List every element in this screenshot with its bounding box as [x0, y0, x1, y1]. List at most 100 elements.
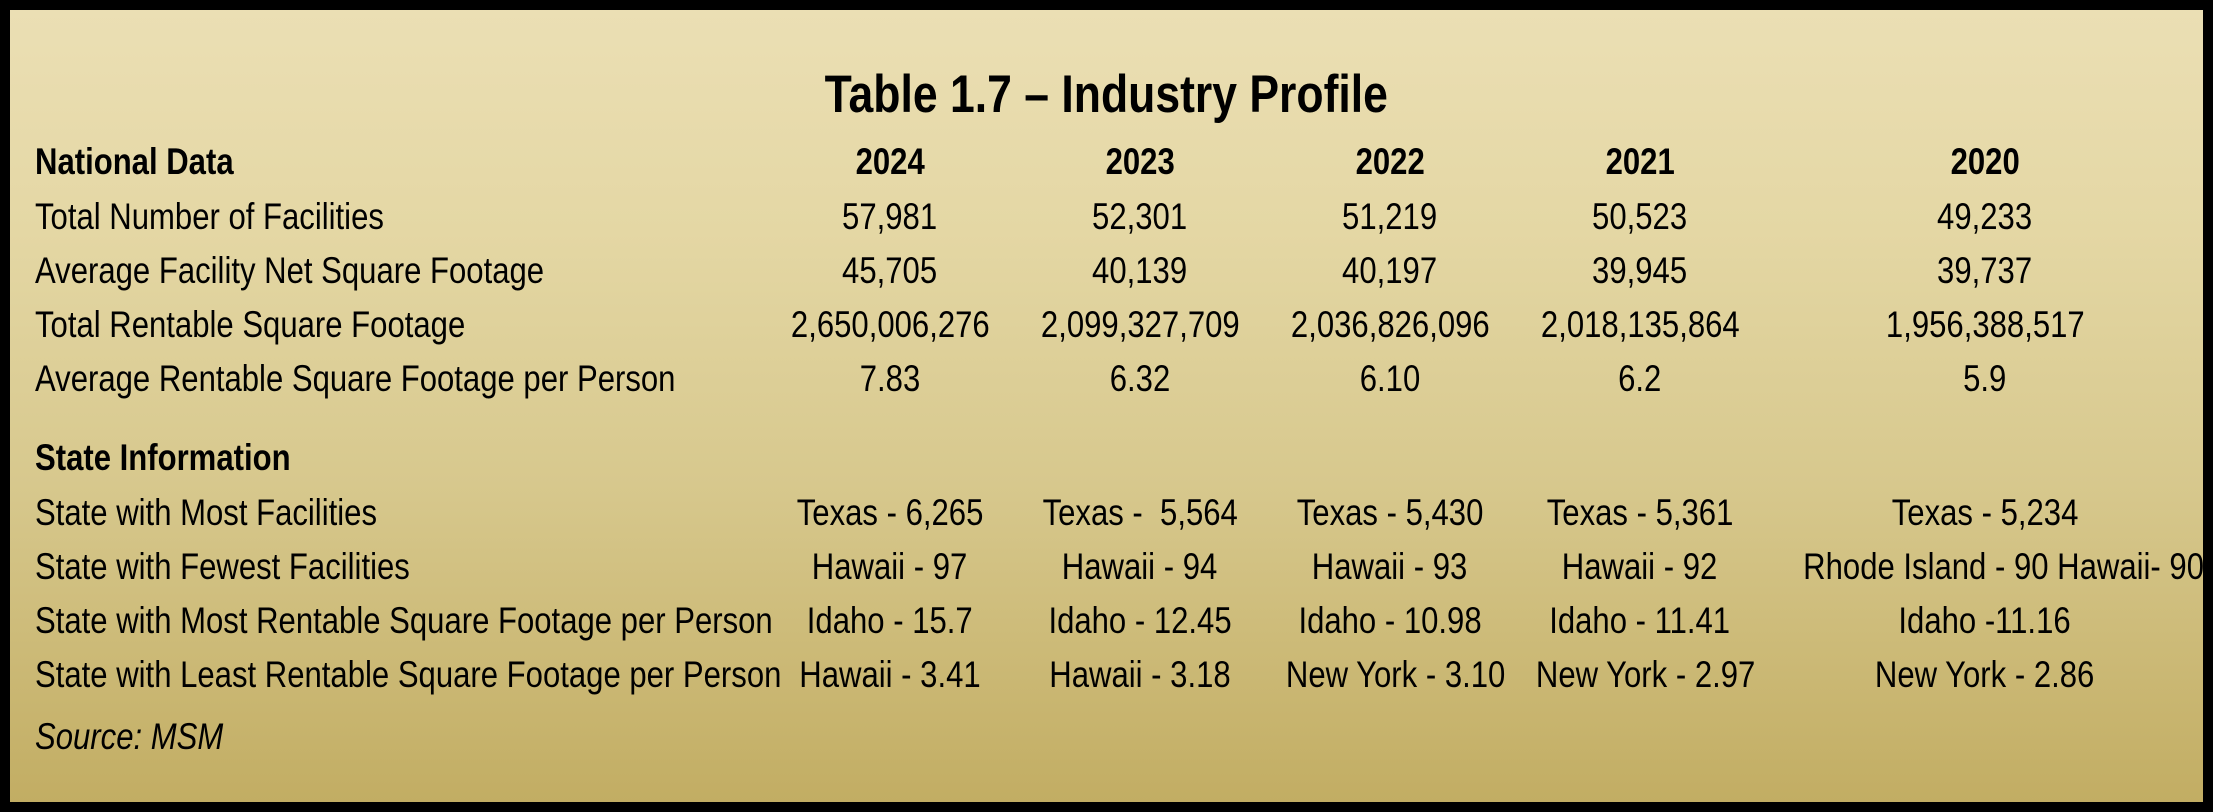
year-column-header-2021-text: 2021 — [1605, 141, 1675, 183]
cell-value-text: Idaho - 15.7 — [807, 599, 973, 641]
row-label: Average Facility Net Square Footage — [35, 250, 765, 292]
cell-value: Rhode Island - 90 Hawaii- 90 — [1765, 545, 2204, 588]
row-label: Total Rentable Square Footage — [35, 304, 765, 346]
cell-value-text: Texas - 5,430 — [1296, 491, 1484, 533]
cell-value: Hawaii - 92 — [1515, 546, 1765, 588]
cell-value-text: Rhode Island - 90 Hawaii- 90 — [1803, 545, 2204, 587]
cell-value-text: 39,737 — [1937, 249, 2033, 291]
cell-value-text: 2,099,327,709 — [1040, 303, 1240, 345]
cell-value: New York - 2.97 — [1515, 654, 1765, 696]
cell-value: 6.10 — [1265, 358, 1515, 400]
cell-value-text: 49,233 — [1937, 195, 2033, 237]
table-row: Total Number of Facilities 57,981 52,301… — [35, 190, 2203, 244]
row-label-text: Total Rentable Square Footage — [35, 303, 466, 345]
cell-value-text: Hawaii - 94 — [1062, 545, 1218, 587]
section-header-state-information-text: State Information — [35, 437, 291, 479]
cell-value: 45,705 — [765, 250, 1015, 292]
cell-value: 1,956,388,517 — [1765, 304, 2203, 346]
cell-value-text: Idaho - 12.45 — [1048, 599, 1232, 641]
cell-value-text: 2,650,006,276 — [790, 303, 990, 345]
table-title-text: Table 1.7 – Industry Profile — [824, 65, 1389, 124]
cell-value-text: Hawaii - 92 — [1562, 545, 1718, 587]
row-label-text: Average Rentable Square Footage per Pers… — [35, 357, 676, 399]
cell-value-text: Hawaii - 93 — [1312, 545, 1468, 587]
cell-value: Idaho - 15.7 — [765, 600, 1015, 642]
cell-value: Texas - 6,265 — [765, 492, 1015, 534]
cell-value-text: 39,945 — [1592, 249, 1688, 291]
cell-value-text: 2,036,826,096 — [1290, 303, 1490, 345]
cell-value: 50,523 — [1515, 196, 1765, 238]
row-label-text: State with Least Rentable Square Footage… — [35, 653, 782, 695]
year-column-header-2021: 2021 — [1515, 141, 1765, 183]
row-label: State with Most Rentable Square Footage … — [35, 600, 773, 642]
year-column-header-2022: 2022 — [1265, 141, 1515, 183]
cell-value-text: Idaho - 10.98 — [1298, 599, 1482, 641]
cell-value: 6.32 — [1015, 358, 1265, 400]
cell-value-text: Hawaii - 97 — [812, 545, 968, 587]
cell-value-text: 6.2 — [1618, 357, 1662, 399]
year-column-header-2022-text: 2022 — [1355, 141, 1425, 183]
cell-value-text: 6.10 — [1359, 357, 1421, 399]
cell-value: Hawaii - 97 — [765, 546, 1015, 588]
year-column-header-2023-text: 2023 — [1105, 141, 1175, 183]
table-row: State with Fewest Facilities Hawaii - 97… — [35, 540, 2203, 594]
cell-value: 57,981 — [765, 196, 1015, 238]
cell-value: Hawaii - 3.41 — [765, 654, 1015, 696]
cell-value-text: Texas - 5,564 — [1042, 491, 1238, 533]
cell-value: New York - 3.10 — [1265, 654, 1515, 696]
cell-value: 39,737 — [1765, 249, 2203, 292]
cell-value: 39,945 — [1515, 250, 1765, 292]
row-label-text: Average Facility Net Square Footage — [35, 249, 545, 291]
cell-value-text: Texas - 6,265 — [796, 491, 984, 533]
cell-value-text: 50,523 — [1592, 195, 1688, 237]
cell-value-text: 2,018,135,864 — [1540, 303, 1740, 345]
cell-value-text: New York - 2.86 — [1875, 653, 2095, 695]
cell-value-text: 57,981 — [842, 195, 938, 237]
source-row: Source: MSM — [35, 710, 2203, 764]
table-row: State with Least Rentable Square Footage… — [35, 648, 2203, 702]
cell-value-text: 40,139 — [1092, 249, 1188, 291]
table-header-row: National Data 2024 2023 2022 2021 2020 — [35, 135, 2203, 190]
cell-value-text: Idaho - 11.41 — [1549, 599, 1731, 641]
table-row: Average Facility Net Square Footage 45,7… — [35, 244, 2203, 298]
year-column-header-2024-text: 2024 — [855, 141, 925, 183]
cell-value: Idaho - 12.45 — [1015, 600, 1265, 642]
cell-value: 2,036,826,096 — [1265, 304, 1515, 346]
table-row: State with Most Facilities Texas - 6,265… — [35, 486, 2203, 540]
cell-value: New York - 2.86 — [1765, 653, 2203, 696]
year-column-header-2020: 2020 — [1765, 141, 2203, 183]
section-header-state-information: State Information — [35, 437, 765, 479]
cell-value-text: Texas - 5,234 — [1891, 491, 2079, 533]
source-note: Source: MSM — [35, 716, 765, 758]
cell-value: Texas - 5,234 — [1765, 491, 2203, 534]
cell-value: 49,233 — [1765, 195, 2203, 238]
source-note-text: Source: MSM — [35, 715, 224, 757]
cell-value-text: 45,705 — [842, 249, 938, 291]
table-title: Table 1.7 – Industry Profile — [10, 65, 2203, 126]
cell-value-text: 7.83 — [859, 357, 921, 399]
cell-value: Texas - 5,430 — [1265, 492, 1515, 534]
cell-value-text: Idaho -11.16 — [1898, 599, 2072, 641]
cell-value-text: New York - 3.10 — [1285, 653, 1506, 695]
row-label-text: Total Number of Facilities — [35, 195, 384, 237]
cell-value: Idaho - 11.41 — [1515, 600, 1765, 642]
cell-value-text: 5.9 — [1963, 357, 2007, 399]
cell-value: Texas - 5,564 — [1015, 492, 1265, 534]
year-column-header-2020-text: 2020 — [1950, 141, 2020, 183]
cell-value: 40,139 — [1015, 250, 1265, 292]
year-column-header-2023: 2023 — [1015, 141, 1265, 183]
row-label: State with Most Facilities — [35, 492, 765, 534]
cell-value-text: 52,301 — [1092, 195, 1188, 237]
cell-value: 5.9 — [1765, 357, 2203, 400]
cell-value: Hawaii - 94 — [1015, 546, 1265, 588]
table-row: Total Rentable Square Footage 2,650,006,… — [35, 298, 2203, 352]
row-label: State with Fewest Facilities — [35, 546, 765, 588]
cell-value-text: 40,197 — [1342, 249, 1438, 291]
section-header-national-data: National Data — [35, 141, 765, 183]
section-header-national-data-text: National Data — [35, 141, 234, 183]
cell-value-text: New York - 2.97 — [1535, 653, 1756, 695]
cell-value: Hawaii - 3.18 — [1015, 654, 1265, 696]
cell-value-text: 6.32 — [1109, 357, 1171, 399]
row-label: Total Number of Facilities — [35, 196, 765, 238]
